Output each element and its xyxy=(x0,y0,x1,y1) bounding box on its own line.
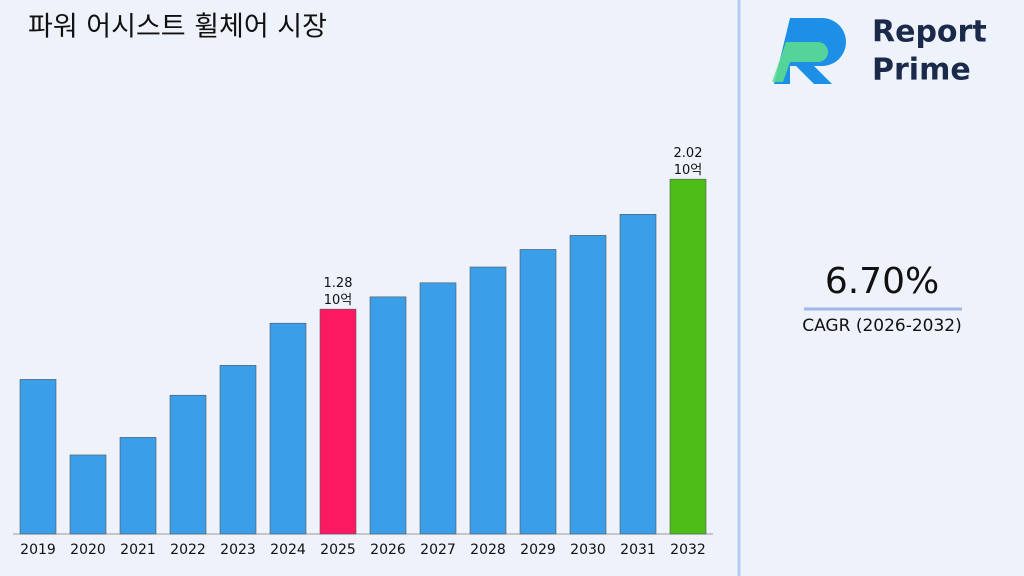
x-tick-label: 2029 xyxy=(520,542,556,558)
bar xyxy=(19,379,57,535)
bar xyxy=(519,249,557,535)
logo-text: Prime xyxy=(872,53,971,88)
x-tick-label: 2027 xyxy=(420,542,456,558)
bar xyxy=(619,214,657,535)
cagr-label: CAGR (2026-2032) xyxy=(802,316,962,336)
bar xyxy=(69,454,107,535)
x-tick-label: 2028 xyxy=(470,542,506,558)
x-tick-label: 2023 xyxy=(220,542,256,558)
chart-title: 파워 어시스트 휠체어 시장 xyxy=(28,12,327,43)
x-tick-label: 2021 xyxy=(120,542,156,558)
x-tick-label: 2022 xyxy=(170,542,206,558)
bar xyxy=(119,437,157,535)
x-tick-label: 2030 xyxy=(570,542,606,558)
bar xyxy=(469,266,507,535)
x-tick-label: 2025 xyxy=(320,542,356,558)
bar xyxy=(669,178,707,535)
bar xyxy=(319,308,357,535)
bar xyxy=(569,235,607,535)
x-tick-label: 2026 xyxy=(370,542,406,558)
bar xyxy=(419,282,457,535)
x-tick-label: 2019 xyxy=(20,542,56,558)
x-tick-label: 2031 xyxy=(620,542,656,558)
bar xyxy=(219,365,257,535)
bar xyxy=(169,394,207,535)
logo-text: Report xyxy=(872,15,987,50)
logo-icon xyxy=(772,18,846,84)
value-label: 1.28 10억 xyxy=(324,276,353,308)
bar xyxy=(269,322,307,535)
x-tick-label: 2024 xyxy=(270,542,306,558)
cagr-value: 6.70% xyxy=(825,261,939,302)
value-label: 2.02 10억 xyxy=(674,146,703,178)
bar xyxy=(369,296,407,535)
x-tick-label: 2020 xyxy=(70,542,106,558)
x-tick-label: 2032 xyxy=(670,542,706,558)
